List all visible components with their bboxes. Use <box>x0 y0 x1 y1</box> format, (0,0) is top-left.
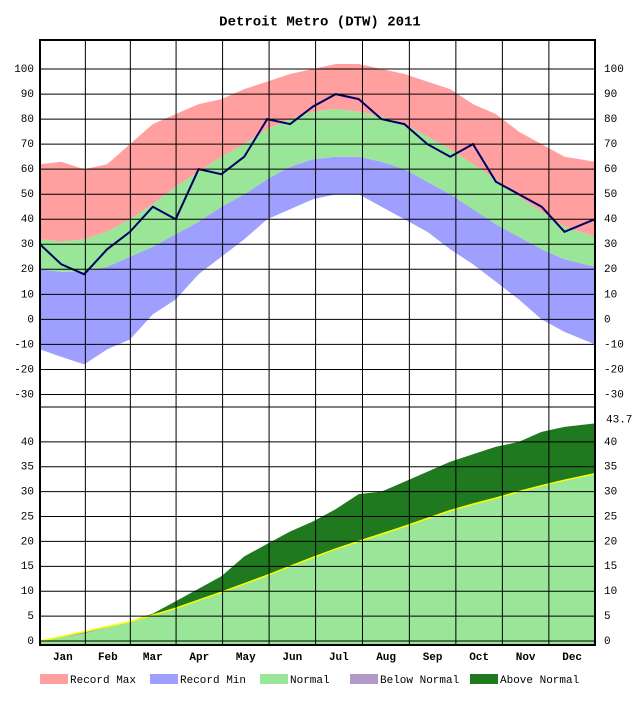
y-tick-label: 70 <box>21 139 34 151</box>
y-tick-label-right: 40 <box>604 214 617 226</box>
y-tick-label-right: 25 <box>604 511 617 523</box>
y-tick-label: 20 <box>21 536 34 548</box>
plot-area <box>40 423 595 645</box>
x-tick-label: Jul <box>329 652 349 664</box>
y-tick-label-right: 35 <box>604 462 617 474</box>
y-tick-label: 40 <box>21 214 34 226</box>
y-tick-label: -10 <box>14 339 34 351</box>
y-tick-label-right: 20 <box>604 264 617 276</box>
legend-swatch <box>470 674 498 684</box>
y-tick-label-right: 80 <box>604 114 617 126</box>
y-tick-label-right: 0 <box>604 314 611 326</box>
y-tick-label: 35 <box>21 462 34 474</box>
x-tick-label: Dec <box>562 652 582 664</box>
y-tick-label-right: 5 <box>604 611 611 623</box>
y-tick-label: 10 <box>21 289 34 301</box>
y-tick-label-right: 90 <box>604 89 617 101</box>
legend-swatch <box>40 674 68 684</box>
y-tick-label: 0 <box>27 314 34 326</box>
y-tick-label: 5 <box>27 611 34 623</box>
x-tick-label: Nov <box>516 652 536 664</box>
legend-label: Record Min <box>180 675 246 687</box>
y-tick-label-right: 100 <box>604 64 624 76</box>
y-tick-label-right: 10 <box>604 586 617 598</box>
y-tick-label-right: 0 <box>604 636 611 648</box>
y-tick-label: 60 <box>21 164 34 176</box>
legend-swatch <box>150 674 178 684</box>
y-tick-label-right: 70 <box>604 139 617 151</box>
y-tick-label-right: 10 <box>604 289 617 301</box>
y-tick-label-right: -10 <box>604 339 624 351</box>
y-tick-label: 25 <box>21 511 34 523</box>
legend-swatch <box>350 674 378 684</box>
annotation: 43.7 <box>606 414 632 426</box>
legend-swatch <box>260 674 288 684</box>
x-tick-label: Apr <box>189 652 209 664</box>
y-tick-label: 20 <box>21 264 34 276</box>
y-tick-label-right: -30 <box>604 389 624 401</box>
plot-frame <box>39 39 596 646</box>
y-tick-label: 50 <box>21 189 34 201</box>
x-tick-label: Sep <box>423 652 443 664</box>
y-tick-label-right: 20 <box>604 536 617 548</box>
y-tick-label-right: 60 <box>604 164 617 176</box>
y-tick-label-right: 15 <box>604 561 617 573</box>
y-tick-label: 40 <box>21 437 34 449</box>
y-tick-label: 100 <box>14 64 34 76</box>
y-tick-label: 15 <box>21 561 34 573</box>
x-tick-label: Mar <box>143 652 163 664</box>
y-tick-label: 80 <box>21 114 34 126</box>
normal-area <box>40 473 595 645</box>
legend-label: Normal <box>290 675 330 687</box>
x-tick-label: Jan <box>53 652 73 664</box>
band <box>40 109 595 272</box>
x-tick-label: Aug <box>376 652 396 664</box>
y-tick-label-right: 30 <box>604 239 617 251</box>
x-tick-label: Feb <box>98 652 118 664</box>
y-tick-label-right: 50 <box>604 189 617 201</box>
legend-label: Record Max <box>70 675 136 687</box>
y-tick-label: 30 <box>21 239 34 251</box>
x-tick-label: May <box>236 652 256 664</box>
y-tick-label-right: 40 <box>604 437 617 449</box>
x-tick-label: Jun <box>282 652 302 664</box>
y-tick-label: 10 <box>21 586 34 598</box>
legend-label: Above Normal <box>500 675 579 687</box>
y-tick-label: 90 <box>21 89 34 101</box>
legend-label: Below Normal <box>380 675 459 687</box>
x-tick-label: Oct <box>469 652 489 664</box>
y-tick-label-right: -20 <box>604 364 624 376</box>
y-tick-label: -30 <box>14 389 34 401</box>
y-tick-label: 30 <box>21 487 34 499</box>
chart-title: Detroit Metro (DTW) 2011 <box>219 15 421 31</box>
y-tick-label: -20 <box>14 364 34 376</box>
y-tick-label: 0 <box>27 636 34 648</box>
y-tick-label-right: 30 <box>604 487 617 499</box>
